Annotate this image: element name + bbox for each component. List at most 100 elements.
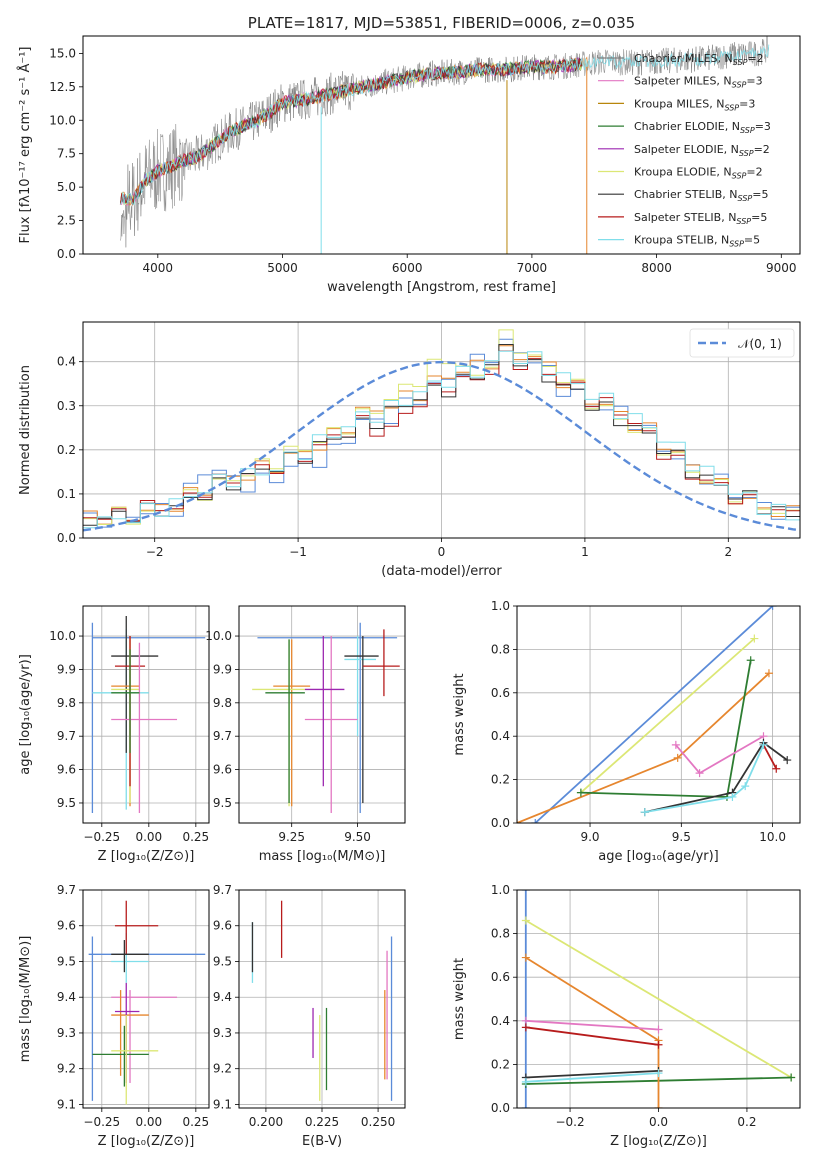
point-marker <box>746 656 755 665</box>
series-line <box>525 1026 659 1046</box>
series-line <box>762 744 778 770</box>
axes-frame <box>238 605 406 824</box>
x-tick-label: 9.5 <box>672 830 691 844</box>
x-tick-label: 0.00 <box>135 1115 162 1129</box>
plot-area <box>252 622 400 813</box>
point-marker <box>768 606 777 610</box>
series-line <box>525 1070 659 1079</box>
point-marker <box>576 788 585 797</box>
point-marker <box>695 769 704 778</box>
x-tick-label: 6000 <box>392 261 423 275</box>
errorbar <box>304 636 358 813</box>
x-tick-label: 2 <box>724 545 732 559</box>
legend-value: =5 <box>752 188 768 201</box>
x-tick-label: 0.25 <box>182 830 209 844</box>
legend-label: Salpeter STELIB, N <box>634 211 736 224</box>
y-tick-label: 9.6 <box>57 763 76 777</box>
series-line <box>580 637 755 794</box>
y-tick-label: 0.8 <box>491 642 510 656</box>
y-tick-label: 9.5 <box>57 954 76 968</box>
y-tick-label: 9.5 <box>213 954 232 968</box>
series-line <box>525 1072 659 1083</box>
series-line <box>525 1019 659 1031</box>
series-line <box>517 672 770 823</box>
x-tick-label: 9.0 <box>580 830 599 844</box>
y-tick-label: 12.5 <box>49 80 76 94</box>
point-marker <box>521 916 530 925</box>
x-tick-label: 0.0 <box>649 1115 668 1129</box>
point-marker <box>741 782 750 791</box>
legend-value: =3 <box>739 97 755 110</box>
legend-box <box>689 328 795 358</box>
histogram-series <box>83 350 800 529</box>
y-tick-label: 0.3 <box>57 399 76 413</box>
y-tick-label: 10.0 <box>49 629 76 643</box>
grid <box>239 606 405 823</box>
y-axis-label: mass weight <box>452 958 467 1040</box>
legend-entry: Salpeter STELIB, NSSP=5 <box>634 211 767 226</box>
y-tick-label: 9.7 <box>213 729 232 743</box>
y-tick-label: 0.4 <box>491 1014 510 1028</box>
y-tick-label: 0.2 <box>491 773 510 787</box>
legend-subscript: SSP <box>732 172 747 181</box>
spectrum-panel: 4000 5000 6000 7000 8000 9000 0.0 2.5 5.0 7.5 10.0… <box>17 14 801 295</box>
y-tick-label: 15.0 <box>49 46 76 60</box>
y-tick-label: 0.6 <box>491 686 510 700</box>
x-tick-label: 0.2 <box>737 1115 756 1129</box>
y-axis-label: age [log₁₀(age/yr)] <box>18 654 33 775</box>
errorbar <box>114 900 159 955</box>
y-tick-label: 0.0 <box>57 531 76 545</box>
y-tick-label: 9.6 <box>213 919 232 933</box>
x-axis-label: (data-model)/error <box>381 564 502 579</box>
y-tick-label: 0.1 <box>57 487 76 501</box>
point-marker <box>673 753 682 762</box>
y-tick-label: 9.2 <box>213 1062 232 1076</box>
y-axis-label: Flux [fλ10⁻¹⁷ erg cm⁻² s⁻¹ Å⁻¹] <box>17 47 33 244</box>
series-line <box>525 956 660 1108</box>
x-axis-label: wavelength [Angstrom, rest frame] <box>327 280 556 295</box>
x-tick-label: 9.25 <box>278 830 305 844</box>
x-tick-label: 4000 <box>143 261 174 275</box>
legend-subscript: SSP <box>732 81 747 90</box>
legend-label: Salpeter MILES, N <box>634 75 732 88</box>
y-tick-label: 0.0 <box>491 816 510 830</box>
y-tick-label: 7.5 <box>57 147 76 161</box>
point-marker <box>521 1023 530 1032</box>
errorbar <box>304 636 345 787</box>
point-marker <box>671 740 680 749</box>
y-tick-label: 9.3 <box>57 1026 76 1040</box>
x-tick-label: −1 <box>289 545 307 559</box>
axes-frame <box>516 889 801 1109</box>
y-tick-label: 9.7 <box>213 883 232 897</box>
point-marker <box>654 1069 663 1078</box>
legend-label: 𝒩(0, 1) <box>738 337 782 351</box>
x-tick-label: 0.250 <box>361 1115 395 1129</box>
errorbar <box>111 990 178 1083</box>
y-tick-label: 0.6 <box>491 970 510 984</box>
errorbar <box>111 616 159 753</box>
grid <box>83 606 209 823</box>
axes-frame <box>82 889 210 1109</box>
errorbar <box>111 642 178 813</box>
y-tick-label: 9.3 <box>213 1026 232 1040</box>
y-tick-label: 9.6 <box>213 763 232 777</box>
y-tick-label: 9.4 <box>57 990 76 1004</box>
errorbar <box>252 639 305 807</box>
series-line <box>644 744 765 813</box>
x-tick-label: 9000 <box>766 261 797 275</box>
chart-title: PLATE=1817, MJD=53851, FIBERID=0006, z=0… <box>248 14 635 32</box>
legend-label: Kroupa STELIB, N <box>634 234 729 247</box>
errorbar-panel: 0.200 0.225 0.250 9.1 9.2 9.3 9.4 9.5 9.6 9.7 E(B-… <box>213 883 406 1149</box>
point-marker <box>531 819 540 823</box>
plot-area <box>88 900 206 1105</box>
point-marker <box>640 808 649 817</box>
axes-frame <box>82 321 801 539</box>
y-tick-label: 9.9 <box>213 662 232 676</box>
legend-value: =3 <box>755 120 771 133</box>
errorbar <box>111 1015 159 1105</box>
y-tick-label: 9.9 <box>57 662 76 676</box>
errorbar <box>111 639 140 803</box>
point-marker <box>764 669 773 678</box>
y-axis-label: mass weight <box>452 673 467 755</box>
x-tick-label: 0 <box>438 545 446 559</box>
